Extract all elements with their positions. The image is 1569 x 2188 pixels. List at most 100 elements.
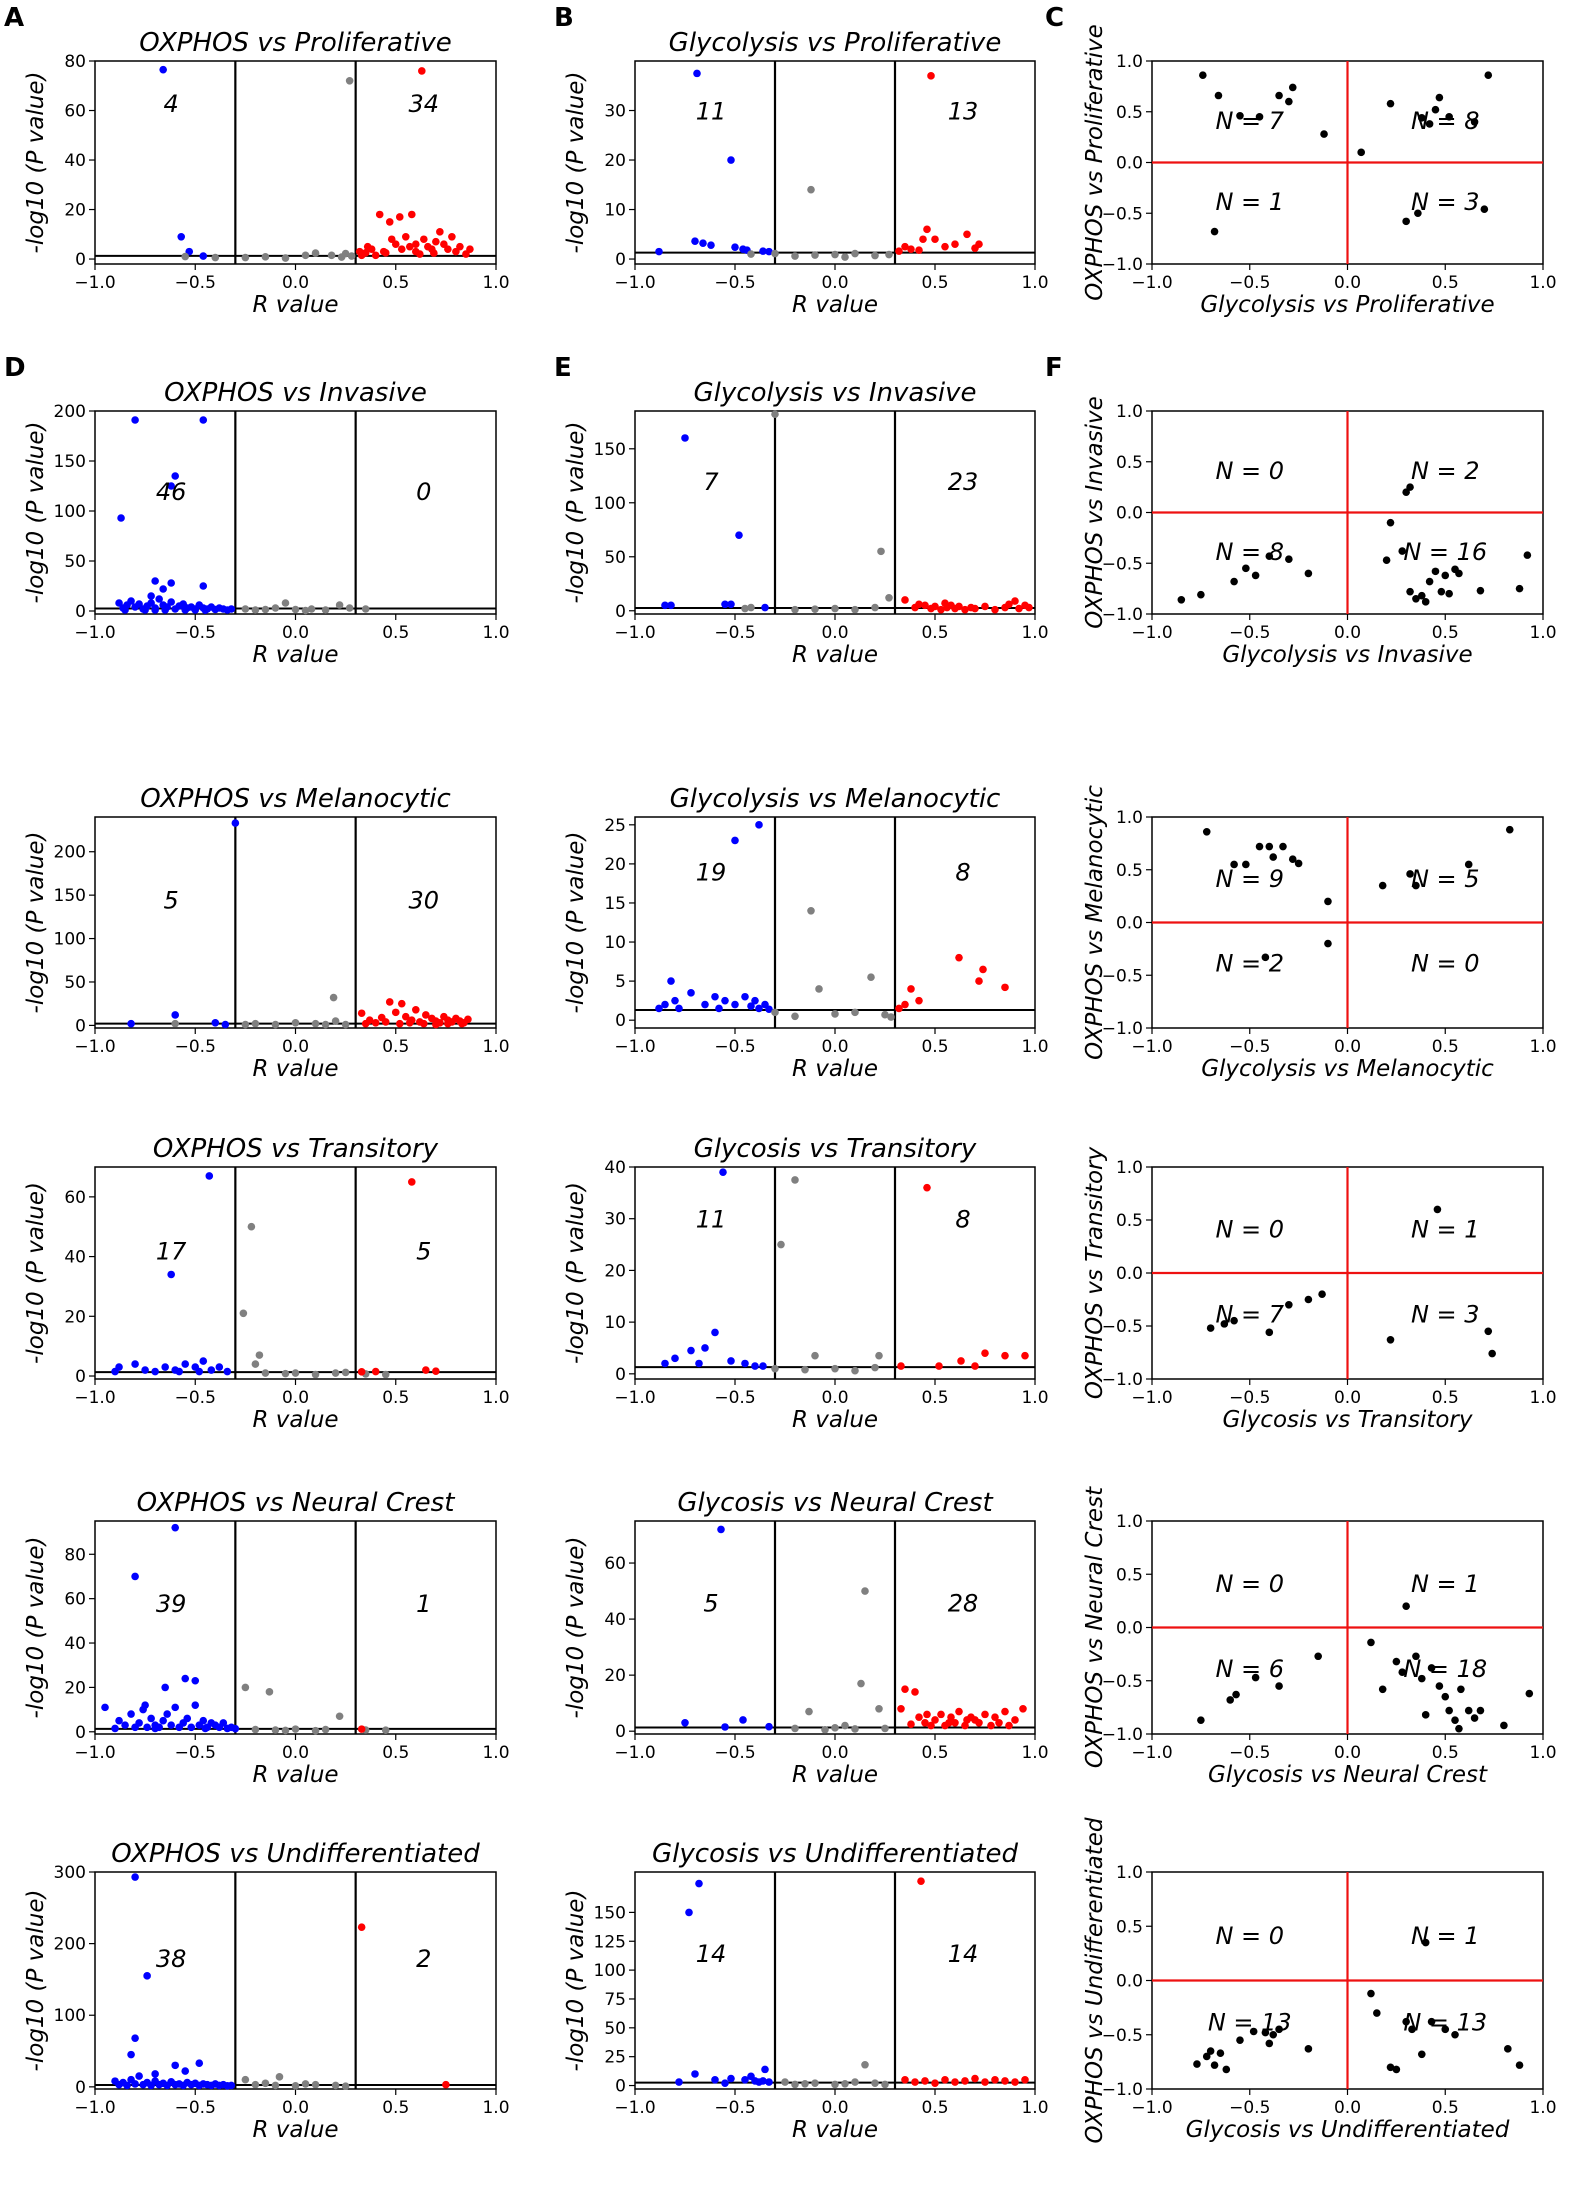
point-positive [921,601,929,610]
point-ns [241,1020,250,1029]
point-positive [405,242,414,251]
quadrant-count-tl: N = 0 [1215,457,1284,485]
x-tick-label: 1.0 [1529,1743,1556,1763]
panel-J: −1.0 −0.5 0.0 0.5 1.0 0 20 40 60 R value -log10 (P… [23,1134,510,1433]
point [1421,1711,1430,1719]
point [1236,2036,1244,2044]
point-positive [897,1704,905,1713]
point-ns [341,1020,350,1029]
y-tick-label: 100 [594,494,626,514]
point-negative [151,1367,159,1376]
point-ns [311,1726,320,1735]
point-ns [747,603,755,612]
x-tick-label: −1.0 [1131,1743,1172,1763]
point-positive [397,245,406,253]
point-negative [741,2075,749,2084]
y-tick-label: 0 [75,250,86,270]
point-negative [227,605,236,613]
point [1261,2028,1270,2037]
point [1304,1295,1313,1304]
x-tick-label: −1.0 [74,1743,115,1763]
x-tick-label: −0.5 [175,273,216,293]
point-positive [405,1018,414,1027]
point [1255,842,1264,851]
point [1470,1714,1479,1722]
point [1230,860,1238,869]
point-ns [291,2081,300,2090]
point-negative [183,1714,192,1723]
x-tick-label: −0.5 [1229,1037,1270,1057]
y-tick-label: 25 [604,816,626,836]
point-positive [1001,983,1009,992]
y-tick-label: 5 [615,972,626,992]
point-negative [667,977,675,985]
y-tick-label: 0.0 [1116,1264,1143,1284]
point-negative [141,1366,149,1374]
point-positive [436,228,444,236]
point-positive [357,1923,366,1931]
quadrant-count-tr: N = 5 [1411,865,1480,893]
panel-title: OXPHOS vs Undifferentiated [111,1839,480,1869]
point [1441,1692,1450,1701]
point [1275,2025,1283,2034]
point-negative [695,1879,703,1888]
point-positive [907,985,915,993]
count-negative: 11 [696,1206,727,1234]
y-tick-label: 60 [64,1188,86,1208]
point-negative [127,1019,135,1028]
x-tick-label: −1.0 [614,1037,655,1057]
x-axis-label: Glycosis vs Transitory [1222,1407,1472,1433]
point-ns [867,973,875,982]
point-ns [271,1020,280,1029]
point-negative [695,1359,703,1368]
point [1445,1706,1453,1715]
point-positive [923,1183,931,1192]
point-positive [385,218,394,226]
point-positive [975,240,983,248]
point-negative [219,1719,228,1727]
point-ns [171,1019,179,1028]
point-ns [321,1725,330,1734]
point-negative [687,989,695,997]
point-negative [123,2081,131,2090]
point [1261,953,1270,962]
y-tick-label: −0.5 [1102,1317,1143,1337]
y-tick-label: −1.0 [1102,2080,1143,2100]
panel-title: OXPHOS vs Neural Crest [137,1488,456,1518]
y-tick-label: −0.5 [1102,204,1143,224]
point-negative [199,416,208,424]
point-ns [321,1020,330,1029]
point [1230,577,1238,586]
point-negative [141,606,149,614]
point-negative [159,1716,167,1725]
point-negative [715,1004,723,1013]
point-ns [771,1008,779,1017]
point [1275,91,1283,100]
panel-title: Glycolysis vs Invasive [694,378,977,408]
x-tick-label: −0.5 [175,1743,216,1763]
point-ns [331,2081,340,2090]
x-axis-label: Glycolysis vs Invasive [1222,642,1472,668]
point [1378,1685,1387,1694]
y-tick-label: 30 [604,102,626,122]
point-ns [251,606,260,614]
point-ns [811,251,819,259]
y-tick-label: −0.5 [1102,2026,1143,2046]
y-tick-label: 10 [604,1313,626,1333]
point [1476,1706,1485,1715]
point-positive [951,2078,959,2086]
point [1414,209,1422,218]
point-positive [895,1004,903,1013]
point [1265,2039,1274,2048]
point-ns [885,250,893,259]
axes-frame [94,816,497,1029]
point-positive [901,2075,909,2084]
point-ns [851,1008,859,1017]
point-ns [329,993,338,1002]
point [1406,870,1414,878]
y-tick-label: 200 [54,402,86,422]
point [1451,2030,1459,2039]
point [1265,842,1274,851]
x-axis-label: R value [252,1056,338,1082]
x-axis-label: R value [792,1762,878,1788]
